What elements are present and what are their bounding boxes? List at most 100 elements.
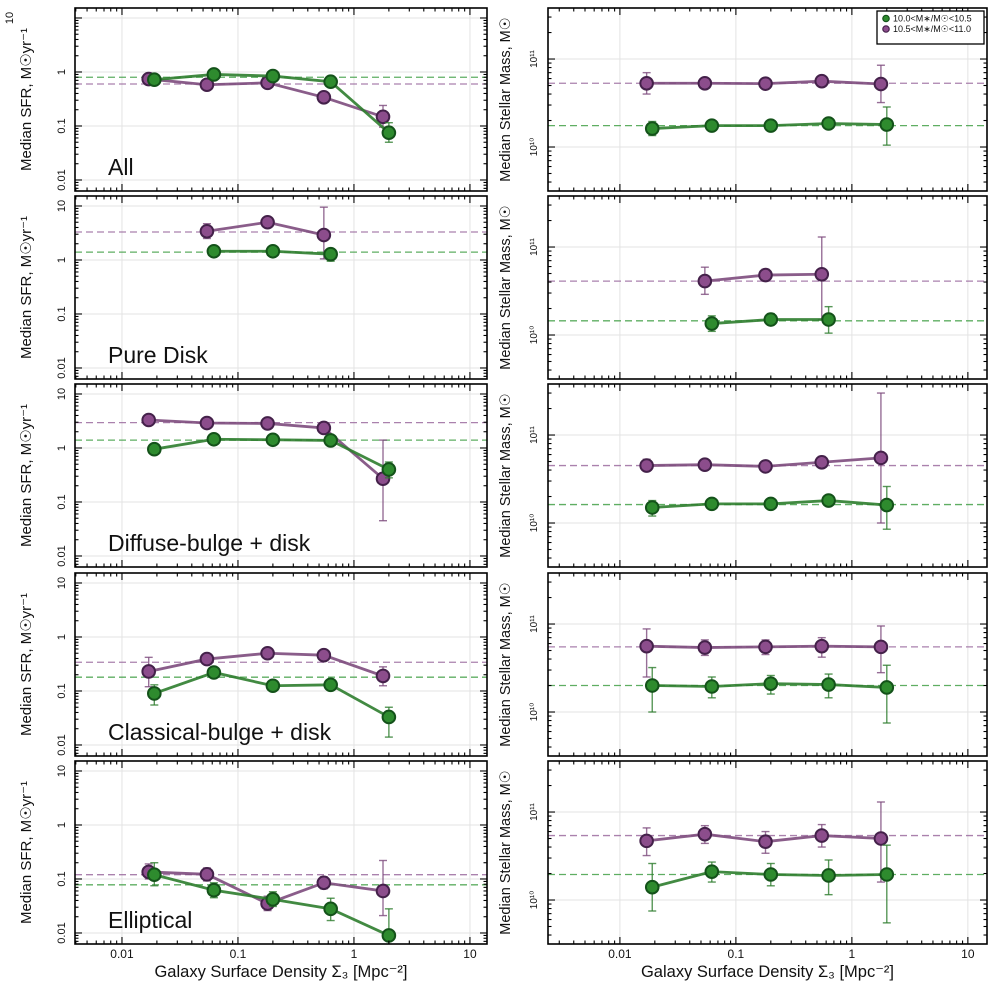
data-point-purple [260, 645, 275, 661]
gridlines [548, 573, 987, 756]
axis-ticks [75, 384, 487, 567]
data-point-purple [375, 668, 391, 684]
y-axis-title: Median SFR, M☉yr⁻¹ [18, 216, 35, 359]
y-tick-label: 10¹⁰ [529, 326, 540, 344]
gridlines [75, 8, 487, 191]
data-point-green [147, 441, 162, 457]
data-point-green [821, 312, 836, 327]
data-point-purple [758, 267, 773, 283]
y-tick-label: 10¹¹ [529, 614, 540, 632]
y-tick-label: 10 [56, 200, 68, 212]
gridlines [75, 761, 487, 944]
y-axis-title: Median SFR, M☉yr⁻¹ [18, 28, 35, 171]
data-point-purple [375, 883, 391, 899]
data-point-green [821, 677, 836, 692]
y-axis-title: Median Stellar Mass, M☉ [498, 770, 514, 935]
y-axis-title: Median Stellar Mass, M☉ [498, 582, 514, 747]
data-layer [548, 392, 987, 530]
data-point-purple [639, 833, 654, 849]
data-point-purple [260, 416, 275, 431]
data-point-purple [814, 454, 830, 470]
data-point-green [381, 125, 397, 141]
x-tick-label: 0.01 [608, 947, 632, 961]
data-point-green [206, 243, 222, 259]
y-tick-label: 10¹¹ [529, 237, 540, 255]
panel-title: All [108, 154, 134, 180]
legend-label: 10.5<M∗/M☉<11.0 [893, 24, 971, 34]
x-axis-title: Galaxy Surface Density Σ₃ [Mpc⁻²] [154, 963, 407, 981]
y-tick-label: 1 [56, 445, 68, 451]
data-layer [548, 64, 987, 146]
data-point-green [381, 709, 397, 725]
legend-box [876, 10, 985, 45]
y-tick-label: 0.1 [56, 871, 68, 886]
data-point-green [879, 867, 895, 882]
data-point-green [265, 432, 281, 448]
data-point-green [381, 462, 397, 477]
data-point-purple [873, 831, 889, 846]
data-point-green [206, 665, 222, 680]
data-point-purple [697, 640, 713, 655]
y-axis-title: Median Stellar Mass, M☉ [498, 205, 514, 370]
data-point-green [147, 686, 162, 701]
x-tick-label: 1 [849, 947, 856, 961]
x-tick-label: 10 [961, 947, 975, 961]
data-point-green [763, 118, 779, 133]
y-tick-label: 0.01 [56, 734, 68, 755]
data-point-green [381, 928, 397, 943]
data-point-purple [316, 647, 332, 663]
y-tick-label: 0.1 [56, 683, 68, 698]
data-point-green [763, 496, 779, 512]
axis-ticks [75, 196, 487, 379]
data-point-green [265, 68, 281, 84]
data-point-green [323, 246, 338, 262]
data-point-green [265, 678, 281, 694]
data-point-green [704, 679, 720, 694]
data-point-purple [758, 76, 773, 91]
data-point-purple [199, 77, 215, 93]
panel-border [74, 195, 488, 380]
y-tick-label: 10 [56, 765, 68, 777]
data-point-green [323, 74, 338, 90]
axis-ticks [75, 761, 487, 944]
y-tick-label: 0.01 [56, 357, 68, 378]
data-point-green [704, 864, 720, 879]
data-point-green [704, 118, 720, 133]
data-point-green [323, 901, 338, 917]
data-point-green [644, 121, 660, 136]
panel-title: Elliptical [108, 907, 192, 933]
y-axis-title: Median Stellar Mass, M☉ [498, 17, 514, 182]
data-point-purple [199, 223, 215, 239]
y-tick-label: 1 [56, 822, 68, 828]
data-point-green [147, 72, 162, 87]
gridlines [548, 384, 987, 567]
data-point-purple [814, 828, 830, 843]
x-tick-label: 1 [351, 947, 358, 961]
panel-diffuse-bulge-disk-mass: 10¹¹ 10¹⁰ [529, 383, 988, 568]
panel-border [547, 572, 988, 757]
y-tick-label: 0.1 [56, 118, 68, 133]
data-point-green [644, 879, 660, 895]
data-point-green [147, 867, 162, 883]
data-point-green [265, 243, 281, 259]
data-point-green [763, 312, 779, 327]
data-point-purple [873, 76, 889, 92]
data-point-purple [316, 420, 332, 436]
legend-label: 10.0<M∗/M☉<10.5 [893, 14, 972, 24]
panel-diffuse-bulge-disk-sfr: 10 1 0.1 0.01 Diffuse-bulge + disk [56, 383, 488, 568]
y-tick-label: 1 [56, 69, 68, 75]
data-point-purple [199, 651, 215, 667]
y-tick-label: 0.01 [56, 922, 68, 943]
panel-pure-disk-mass: 10¹¹ 10¹⁰ [529, 195, 988, 380]
y-tick-label: 0.1 [56, 494, 68, 509]
panel-pure-disk-sfr: 10 1 0.1 0.01 Pure Disk [56, 195, 488, 380]
gridlines [548, 196, 987, 379]
data-point-green [644, 500, 660, 515]
panel-title: Pure Disk [108, 342, 208, 368]
y-tick-label: 10¹⁰ [529, 138, 540, 156]
data-point-purple [814, 638, 830, 654]
data-point-purple [873, 639, 889, 655]
gridlines [75, 384, 487, 567]
